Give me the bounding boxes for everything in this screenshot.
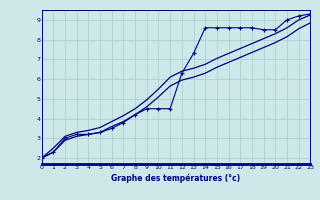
X-axis label: Graphe des températures (°c): Graphe des températures (°c) bbox=[111, 173, 241, 183]
